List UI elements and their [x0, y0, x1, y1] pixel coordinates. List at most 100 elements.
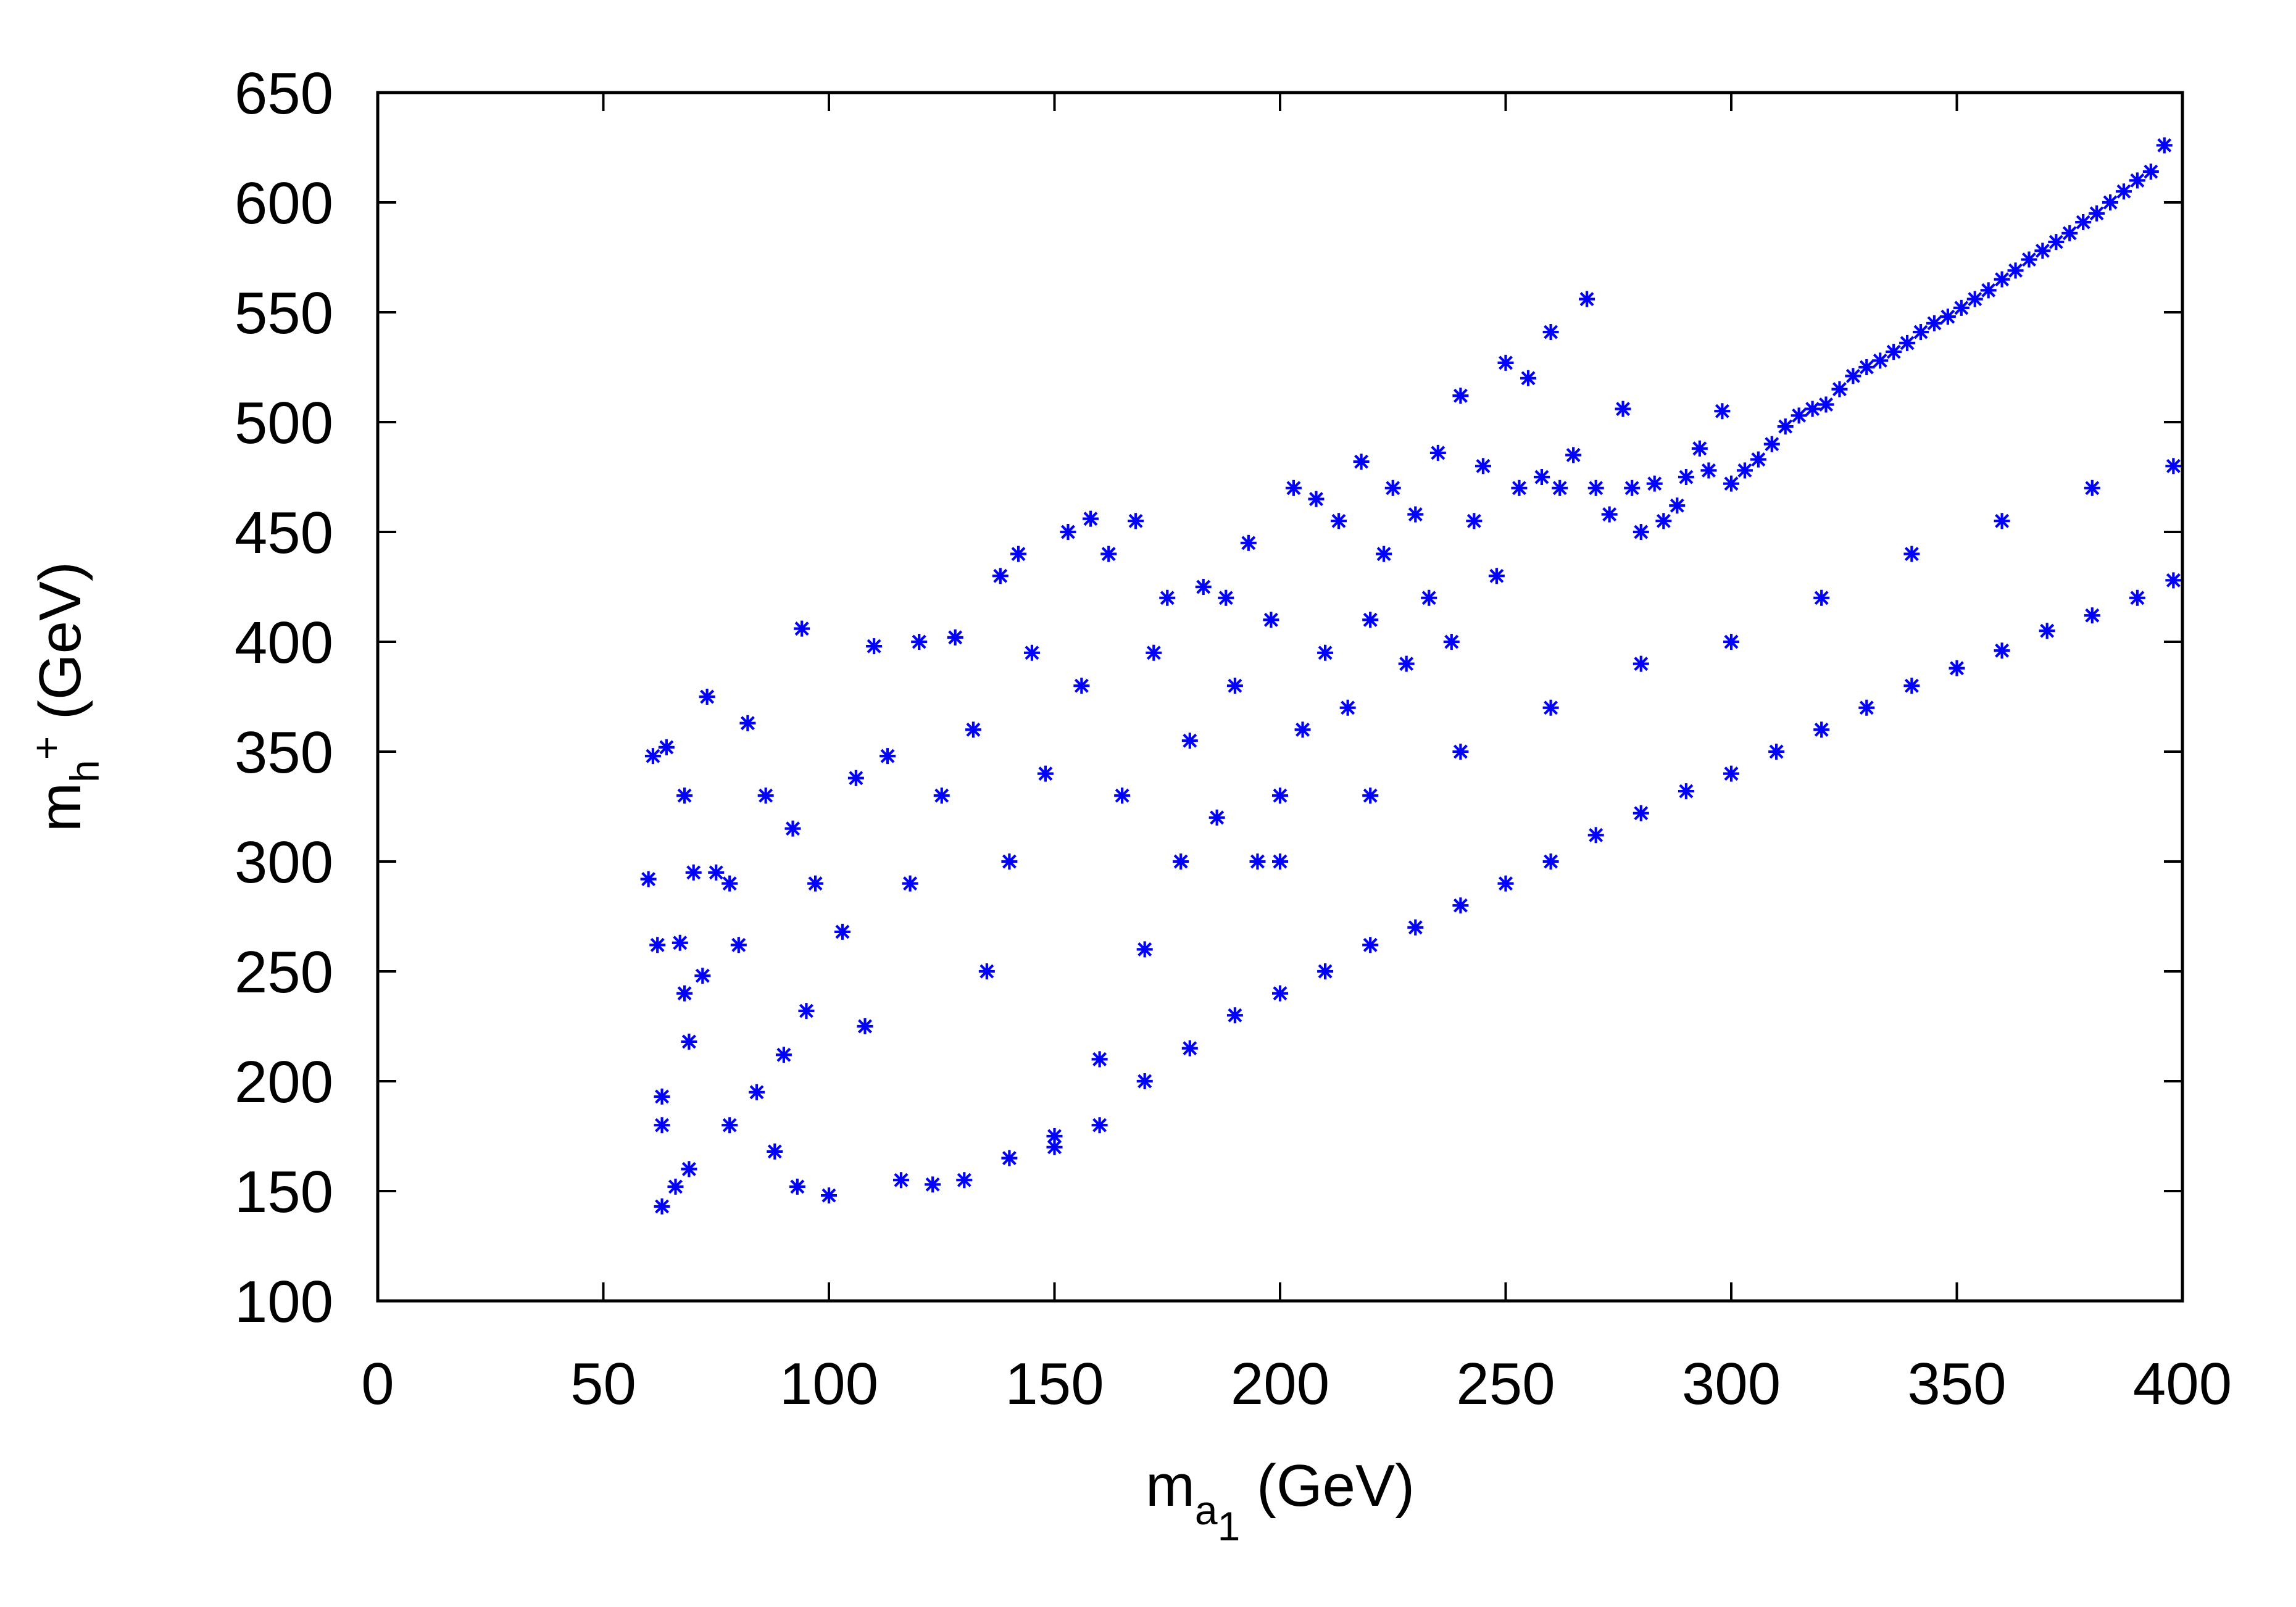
data-point: [1101, 547, 1116, 562]
x-axis-label-sub: a: [1195, 1487, 1218, 1533]
data-point: [1138, 942, 1152, 957]
y-tick-labels: 100 150 200 250 300 350 400 450 500 550 600 650: [235, 60, 333, 1335]
data-point: [1250, 854, 1265, 869]
y-axis-label: mh+ (GeV): [23, 562, 107, 832]
data-point: [1981, 283, 1996, 297]
data-point: [650, 937, 665, 952]
data-point: [948, 630, 963, 645]
data-point: [1886, 344, 1901, 359]
data-point: [2021, 252, 2036, 267]
data-point: [1318, 964, 1333, 979]
data-point: [1376, 547, 1391, 562]
data-point: [1724, 634, 1739, 649]
data-point: [1183, 733, 1197, 748]
data-point: [1656, 513, 1671, 528]
data-point: [894, 1173, 909, 1187]
y-axis-label-unit: (GeV): [27, 562, 93, 736]
data-point: [957, 1173, 971, 1187]
y-tick-label: 250: [235, 939, 333, 1005]
data-point: [1273, 986, 1287, 1001]
data-point: [695, 968, 710, 983]
data-point: [2085, 608, 2100, 623]
data-point: [786, 821, 801, 836]
data-point: [709, 865, 723, 880]
data-point: [1814, 591, 1829, 605]
data-point: [1968, 292, 1982, 307]
data-point: [2130, 173, 2145, 188]
data-point: [731, 937, 746, 952]
data-point: [655, 1199, 670, 1214]
data-point: [655, 1089, 670, 1104]
data-point: [1512, 481, 1526, 496]
data-point: [1552, 481, 1567, 496]
data-point: [2040, 623, 2055, 638]
x-axis-label-unit: (GeV): [1240, 1453, 1415, 1519]
data-point: [2166, 573, 2181, 588]
data-point: [821, 1188, 836, 1203]
data-point: [1318, 646, 1333, 660]
data-point: [1146, 646, 1161, 660]
data-point: [722, 1118, 737, 1132]
data-point: [700, 689, 715, 704]
data-point: [1399, 657, 1414, 671]
data-point: [1241, 536, 1256, 550]
axis-ticks: [376, 91, 2184, 1302]
data-point: [1444, 634, 1459, 649]
data-point: [1173, 854, 1188, 869]
data-point: [1408, 920, 1423, 935]
x-axis-label-subsub: 1: [1218, 1503, 1241, 1549]
data-point: [681, 1034, 696, 1049]
data-point: [1679, 784, 1694, 799]
data-point: [1859, 360, 1874, 375]
data-point: [1002, 1151, 1017, 1166]
y-tick-label: 600: [235, 170, 333, 236]
data-point: [1814, 722, 1829, 737]
y-axis-label-sup: +: [23, 736, 69, 760]
data-point: [1421, 591, 1436, 605]
data-point: [1431, 446, 1445, 460]
data-point: [808, 876, 823, 891]
data-point: [1286, 481, 1301, 496]
data-point: [1331, 513, 1346, 528]
data-point: [790, 1179, 805, 1194]
data-point: [1160, 591, 1175, 605]
x-tick-label: 400: [2133, 1351, 2232, 1417]
data-point: [1634, 657, 1649, 671]
data-point: [1701, 463, 1716, 478]
data-point: [2103, 195, 2118, 210]
data-point: [1453, 388, 1468, 403]
data-point: [776, 1047, 791, 1062]
data-point: [767, 1144, 782, 1159]
data-point: [1273, 854, 1287, 869]
data-point: [903, 876, 918, 891]
x-tick-label: 350: [1907, 1351, 2006, 1417]
data-point: [673, 936, 688, 950]
data-point: [2144, 164, 2158, 179]
data-point: [1724, 766, 1739, 781]
data-point: [799, 1003, 813, 1018]
data-point: [1341, 700, 1355, 715]
data-point: [1363, 788, 1378, 803]
data-point: [1210, 810, 1225, 825]
data-point: [1769, 744, 1784, 759]
data-point: [1602, 507, 1617, 522]
data-point: [1954, 301, 1969, 315]
data-point: [1263, 612, 1278, 627]
x-tick-label: 150: [1005, 1351, 1104, 1417]
data-point: [1047, 1140, 1062, 1155]
data-point: [681, 1161, 696, 1176]
data-point: [1589, 481, 1603, 496]
data-point: [1647, 476, 1662, 491]
data-point: [1308, 492, 1323, 507]
data-point: [1950, 661, 1965, 676]
data-point: [677, 788, 692, 803]
data-point: [1566, 447, 1581, 462]
x-tick-labels: 0 50 100 150 200 250 300 350 400: [361, 1351, 2232, 1417]
x-tick-label: 100: [780, 1351, 878, 1417]
data-point: [1737, 463, 1752, 478]
data-point: [2062, 226, 2077, 241]
data-point: [1778, 419, 1793, 434]
plot-background: [378, 93, 2182, 1301]
data-point: [849, 771, 863, 786]
